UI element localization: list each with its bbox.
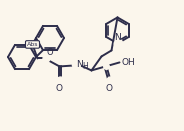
Text: Abs: Abs [27,42,38,47]
Text: O: O [106,84,113,93]
Text: H: H [82,62,88,71]
Text: O: O [47,48,53,57]
Text: N: N [77,60,83,69]
Text: N: N [114,33,121,42]
Text: OH: OH [121,58,135,67]
Text: O: O [55,84,62,93]
